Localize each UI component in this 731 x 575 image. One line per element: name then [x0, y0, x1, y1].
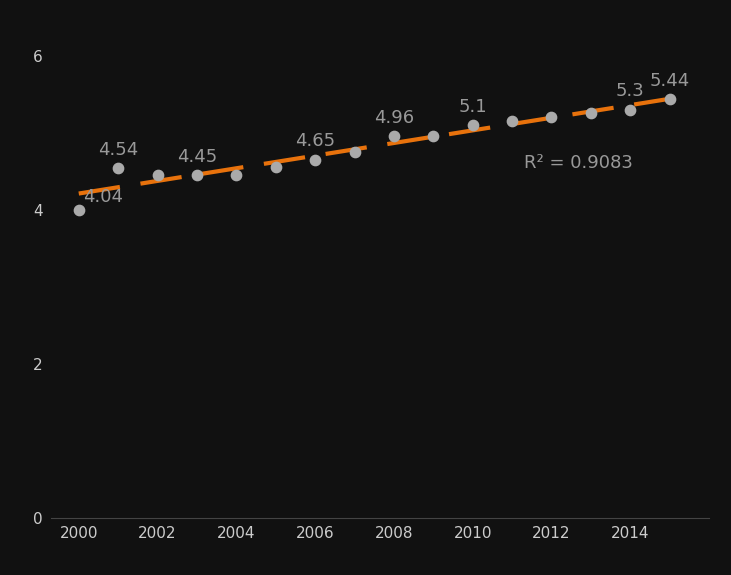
Point: [152, 170, 164, 179]
Point: [388, 131, 400, 140]
Text: 4.04: 4.04: [83, 187, 123, 206]
Point: [585, 109, 596, 118]
Text: R² = 0.9083: R² = 0.9083: [524, 155, 633, 172]
Point: [73, 205, 85, 214]
Point: [507, 117, 518, 126]
Text: 5.3: 5.3: [616, 82, 645, 101]
Point: [270, 163, 281, 172]
Text: 4.54: 4.54: [98, 141, 138, 159]
Text: 4.96: 4.96: [374, 109, 414, 126]
Point: [664, 94, 675, 103]
Text: 5.44: 5.44: [650, 72, 690, 90]
Point: [230, 170, 242, 179]
Point: [467, 120, 479, 129]
Point: [309, 155, 321, 164]
Point: [545, 113, 557, 122]
Point: [349, 147, 360, 156]
Point: [113, 163, 124, 172]
Point: [624, 105, 636, 114]
Point: [428, 131, 439, 140]
Point: [191, 170, 202, 179]
Text: 4.45: 4.45: [177, 148, 217, 166]
Text: 4.65: 4.65: [295, 132, 336, 151]
Text: 5.1: 5.1: [458, 98, 487, 116]
